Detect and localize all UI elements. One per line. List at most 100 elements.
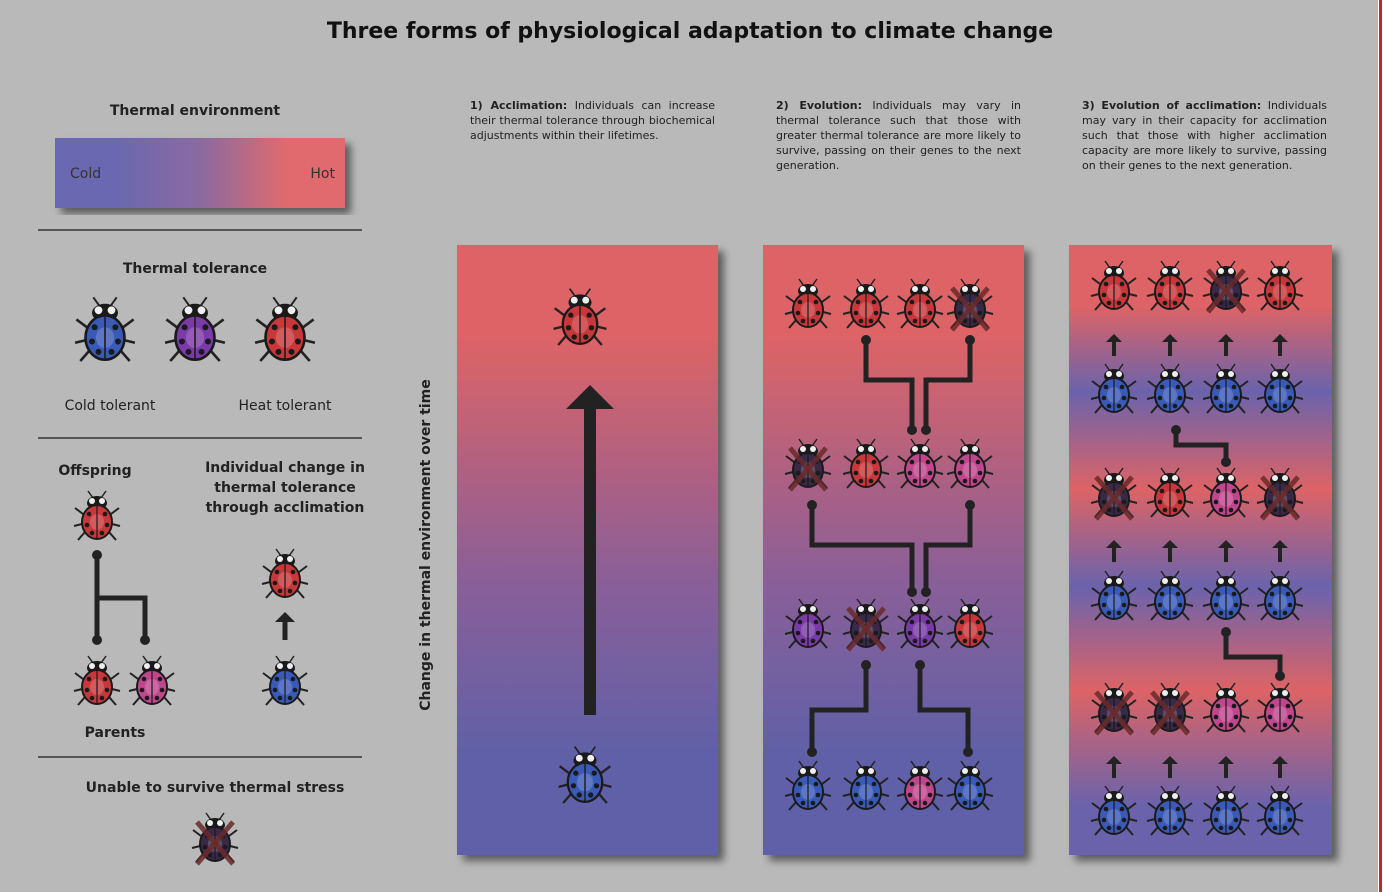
spot xyxy=(1173,404,1178,409)
spot xyxy=(199,349,205,355)
eye xyxy=(1272,690,1278,696)
spot xyxy=(1160,592,1165,597)
spot xyxy=(1216,807,1221,812)
legend-title: Thermal tolerance xyxy=(123,261,267,277)
eye xyxy=(810,606,816,612)
spot xyxy=(814,620,819,625)
spot xyxy=(798,782,803,787)
spot xyxy=(182,324,188,330)
spot xyxy=(1158,396,1163,401)
spot xyxy=(1283,723,1288,728)
eye xyxy=(1282,268,1288,274)
spot xyxy=(874,311,879,316)
spot xyxy=(1219,826,1224,831)
spot xyxy=(1229,508,1234,513)
eye xyxy=(1172,690,1178,696)
eye xyxy=(1228,793,1234,799)
spot xyxy=(1163,611,1168,616)
spot xyxy=(1286,807,1291,812)
eye xyxy=(1282,371,1288,377)
spot xyxy=(155,696,160,701)
connector-dot xyxy=(921,587,931,597)
panel-text: 3) Evolution of acclimation: Individuals… xyxy=(1082,98,1327,173)
spot xyxy=(1283,301,1288,306)
spot xyxy=(1104,282,1109,287)
spot xyxy=(1173,611,1178,616)
eye xyxy=(1272,578,1278,584)
eye xyxy=(1228,475,1234,481)
spot xyxy=(1102,603,1107,608)
eye xyxy=(185,306,193,314)
spot xyxy=(928,793,933,798)
spot xyxy=(90,531,95,536)
spot xyxy=(978,311,983,316)
spot xyxy=(112,324,118,330)
spot xyxy=(1229,723,1234,728)
eye xyxy=(287,663,293,669)
spot xyxy=(923,479,928,484)
spot xyxy=(908,471,913,476)
eye xyxy=(1218,793,1224,799)
spot xyxy=(89,339,95,345)
offspring-label: Offspring xyxy=(58,463,131,479)
eye xyxy=(1116,690,1122,696)
eye xyxy=(1218,268,1224,274)
eye xyxy=(868,606,874,612)
spot xyxy=(278,696,283,701)
eye xyxy=(1218,371,1224,377)
connector-dot xyxy=(921,425,931,435)
spot xyxy=(85,688,90,693)
spot xyxy=(1273,301,1278,306)
spot xyxy=(1234,818,1239,823)
spot xyxy=(976,782,981,787)
spot xyxy=(223,845,228,850)
eye xyxy=(858,286,864,292)
spot xyxy=(1122,500,1127,505)
eye xyxy=(1172,371,1178,377)
eye xyxy=(99,663,105,669)
spot xyxy=(1219,404,1224,409)
eye xyxy=(1106,475,1112,481)
spot xyxy=(1178,500,1183,505)
spot xyxy=(923,319,928,324)
spot xyxy=(1273,826,1278,831)
eye xyxy=(1162,475,1168,481)
spot xyxy=(910,300,915,305)
spot xyxy=(958,471,963,476)
eye xyxy=(1172,475,1178,481)
spot xyxy=(589,325,594,330)
cold-label: Cold xyxy=(70,166,101,182)
spot xyxy=(1270,385,1275,390)
spot xyxy=(1122,293,1127,298)
spot xyxy=(205,339,211,345)
spot xyxy=(105,523,110,528)
spot xyxy=(1122,603,1127,608)
connector-dot xyxy=(861,660,871,670)
spot xyxy=(913,319,918,324)
eye xyxy=(810,768,816,774)
death-label: Unable to survive thermal stress xyxy=(86,780,345,796)
spot xyxy=(140,688,145,693)
spot xyxy=(1216,489,1221,494)
spot xyxy=(1122,715,1127,720)
spot xyxy=(1268,603,1273,608)
panel xyxy=(763,245,1024,855)
spot xyxy=(1122,818,1127,823)
eye xyxy=(1172,268,1178,274)
spot xyxy=(1163,404,1168,409)
spot xyxy=(1160,385,1165,390)
spot xyxy=(1270,807,1275,812)
spot xyxy=(1176,592,1181,597)
spot xyxy=(1232,592,1237,597)
spot xyxy=(594,783,599,788)
eye xyxy=(1162,268,1168,274)
spot xyxy=(796,793,801,798)
eye xyxy=(108,306,116,314)
spot xyxy=(928,631,933,636)
spot xyxy=(92,324,98,330)
spot xyxy=(1286,385,1291,390)
spot xyxy=(1270,592,1275,597)
eye xyxy=(868,768,874,774)
spot xyxy=(273,688,278,693)
spot xyxy=(568,312,573,317)
